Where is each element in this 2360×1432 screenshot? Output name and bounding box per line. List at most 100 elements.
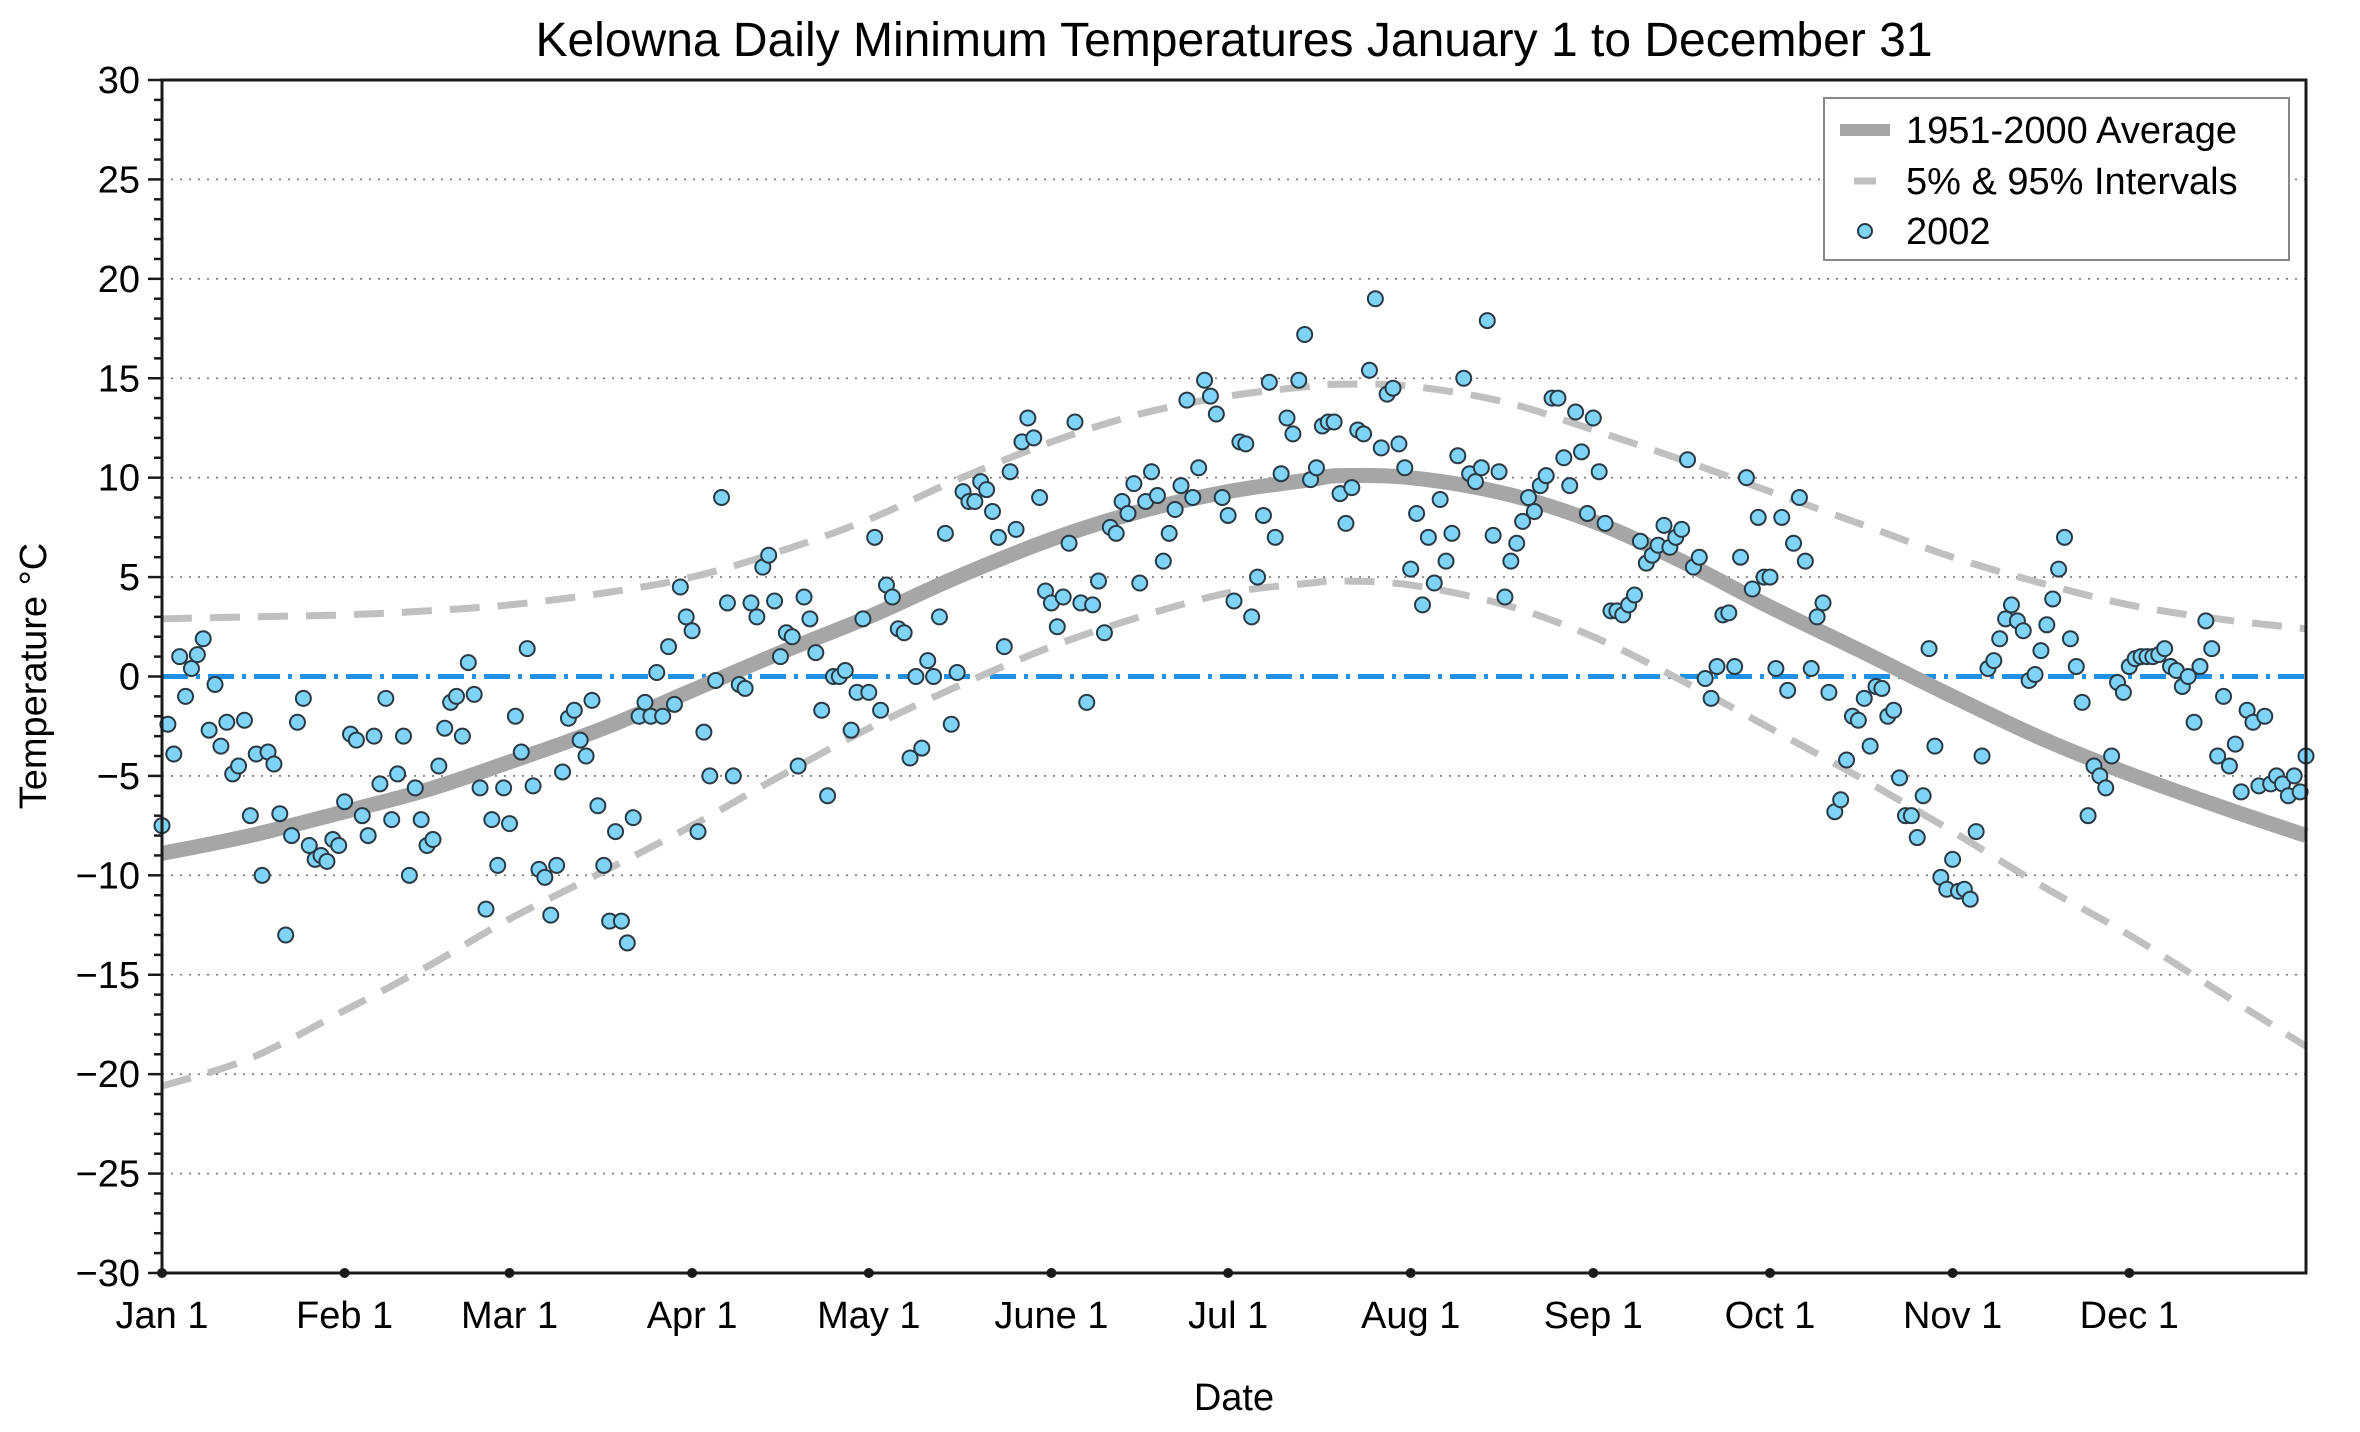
data-point xyxy=(1290,371,1308,389)
data-point xyxy=(648,664,666,682)
y-axis-ticks: 30 25 20 15 10 5 0 −5 −10 −15 −20 −25 −30 xyxy=(76,60,162,1295)
x-tick-label: June 1 xyxy=(994,1295,1108,1337)
legend-2002-marker xyxy=(1857,223,1873,239)
data-point xyxy=(288,713,306,731)
data-point xyxy=(930,608,948,626)
data-point xyxy=(2114,683,2132,701)
data-point xyxy=(1196,371,1214,389)
data-point xyxy=(1084,596,1102,614)
data-point xyxy=(577,747,595,765)
data-point xyxy=(1584,409,1602,427)
data-point xyxy=(724,767,742,785)
data-point xyxy=(978,481,996,499)
interval-5-curve xyxy=(160,577,2308,1090)
data-point xyxy=(883,588,901,606)
data-point xyxy=(813,701,831,719)
data-point xyxy=(253,866,271,884)
data-point xyxy=(1207,405,1225,423)
data-point xyxy=(1626,586,1644,604)
data-point xyxy=(1443,524,1461,542)
data-point xyxy=(1790,489,1808,507)
data-point xyxy=(536,868,554,886)
data-point xyxy=(1873,679,1891,697)
data-point xyxy=(1679,451,1697,469)
x-tick-mark xyxy=(1588,1268,1599,1278)
x-tick-mark xyxy=(1405,1268,1416,1278)
data-point xyxy=(489,856,507,874)
data-point xyxy=(1019,409,1037,427)
data-point xyxy=(1737,469,1755,487)
data-point xyxy=(212,737,230,755)
data-point xyxy=(612,912,630,930)
data-point xyxy=(760,546,778,564)
data-point xyxy=(330,837,348,855)
data-point xyxy=(2220,757,2238,775)
data-point xyxy=(294,689,312,707)
data-point xyxy=(300,837,318,855)
data-point xyxy=(1172,477,1190,495)
y-tick-label: 5 xyxy=(119,557,140,599)
data-point xyxy=(1396,459,1414,477)
data-point xyxy=(1849,711,1867,729)
data-point xyxy=(383,811,401,829)
data-point xyxy=(241,807,259,825)
data-point xyxy=(359,827,377,845)
y-tick-label: 0 xyxy=(119,657,140,699)
data-point xyxy=(1885,701,1903,719)
data-point xyxy=(1708,658,1726,676)
data-point xyxy=(2044,590,2062,608)
data-point xyxy=(713,489,731,507)
data-point xyxy=(1278,409,1296,427)
data-point xyxy=(1525,502,1543,520)
data-point xyxy=(1054,588,1072,606)
data-point xyxy=(1820,683,1838,701)
x-tick-mark xyxy=(1765,1268,1775,1278)
data-point xyxy=(1767,660,1785,678)
data-point xyxy=(406,779,424,797)
x-tick-mark xyxy=(504,1268,515,1278)
data-point xyxy=(336,793,354,811)
data-point xyxy=(347,731,365,749)
data-point xyxy=(477,900,495,918)
data-point xyxy=(1148,487,1166,505)
y-tick-label: 25 xyxy=(98,159,140,201)
data-point xyxy=(2156,640,2174,658)
x-tick-label: Apr 1 xyxy=(647,1295,738,1337)
data-point xyxy=(942,715,960,733)
data-point xyxy=(1237,435,1255,453)
data-point xyxy=(1796,552,1814,570)
data-point xyxy=(1107,524,1125,542)
data-point xyxy=(925,668,943,685)
y-tick-label: −25 xyxy=(76,1154,140,1196)
data-point xyxy=(2203,640,2221,658)
data-point xyxy=(1066,413,1084,431)
data-point xyxy=(901,749,919,767)
data-point xyxy=(866,528,884,546)
data-point xyxy=(1455,369,1473,387)
data-point xyxy=(984,502,1002,520)
x-tick-label: Oct 1 xyxy=(1725,1295,1816,1337)
data-point xyxy=(1779,681,1797,699)
data-point xyxy=(718,594,736,612)
data-point xyxy=(448,687,466,705)
data-point xyxy=(1785,534,1803,552)
data-point xyxy=(2197,612,2215,630)
data-point xyxy=(1861,737,1879,755)
data-point xyxy=(1296,326,1314,344)
data-point xyxy=(2014,622,2032,640)
data-point xyxy=(1508,534,1526,552)
data-point xyxy=(283,827,301,845)
data-point xyxy=(2061,630,2079,648)
data-point xyxy=(1761,568,1779,586)
data-point xyxy=(1119,504,1137,522)
x-tick-label: Feb 1 xyxy=(296,1295,393,1337)
data-point xyxy=(1219,506,1237,524)
data-point xyxy=(182,660,200,678)
data-point xyxy=(1419,528,1437,546)
x-tick-mark xyxy=(1223,1268,1234,1278)
data-point xyxy=(966,493,984,511)
y-tick-label: 15 xyxy=(98,358,140,400)
x-tick-mark xyxy=(687,1268,698,1278)
data-point xyxy=(2079,807,2097,825)
data-point xyxy=(1284,425,1302,443)
